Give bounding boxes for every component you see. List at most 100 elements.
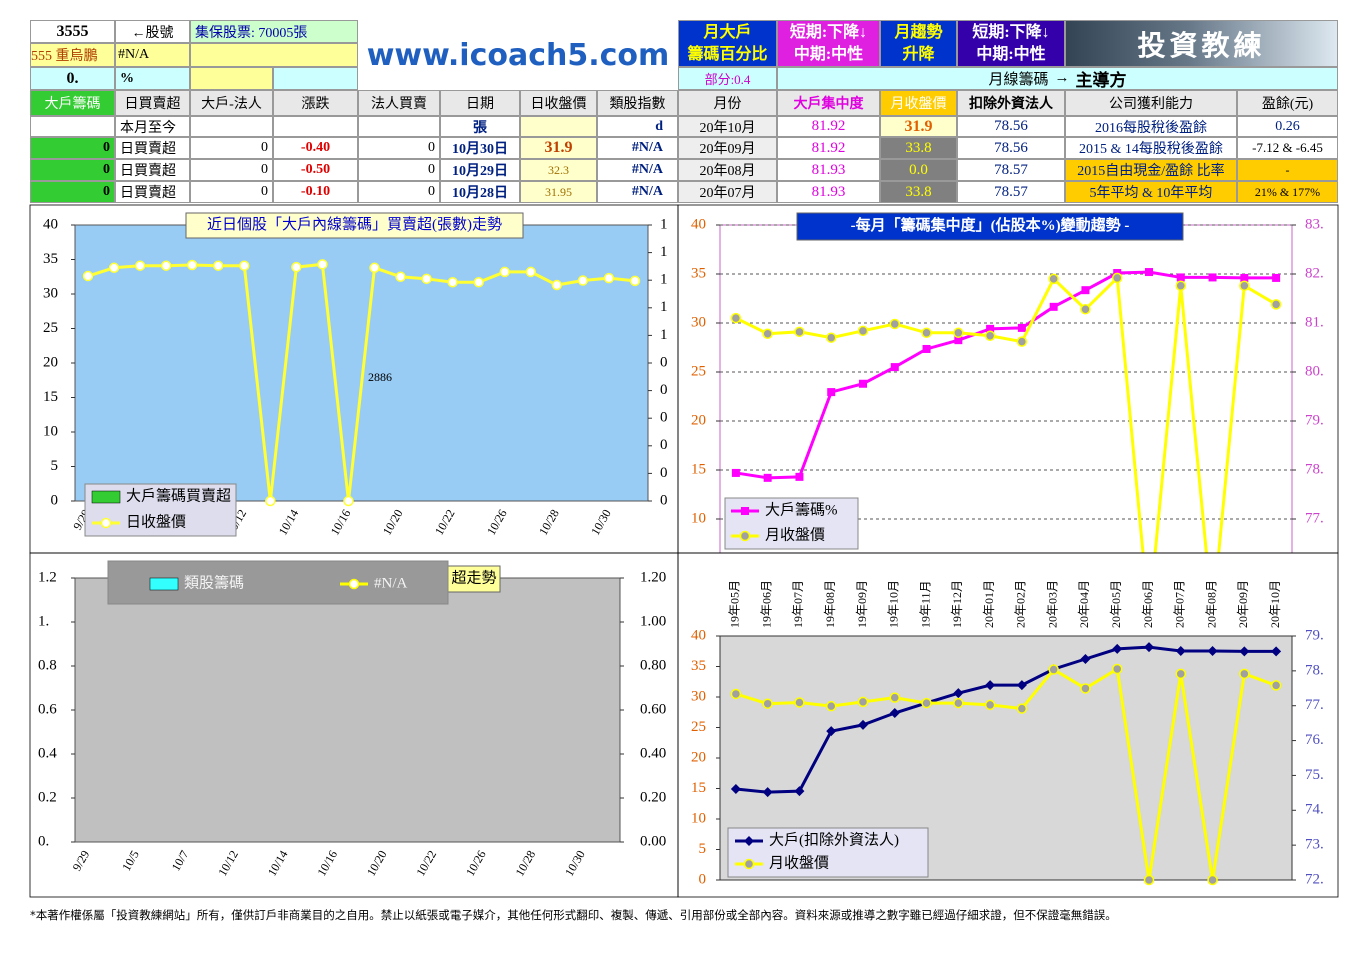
y-tick-label: 72.: [1305, 871, 1324, 887]
table-cell: 20年07月: [678, 181, 777, 203]
marker: [551, 279, 563, 291]
legend-label: 大戶(扣除外資法人): [769, 831, 899, 848]
marker: [1048, 664, 1059, 675]
table-cell: 5年平均 & 10年平均: [1065, 181, 1237, 203]
table-cell: 0: [30, 137, 115, 159]
x-tick-label: 19年08月: [823, 580, 837, 628]
marker: [369, 262, 380, 274]
y-tick-label: 40: [691, 216, 706, 232]
x-tick-label: 10/28: [512, 848, 538, 879]
table-cell: 32.3: [520, 159, 597, 181]
column-header: 扣除外資法人: [957, 90, 1065, 116]
x-tick-label: 10/26: [463, 848, 489, 879]
marker: [890, 363, 899, 372]
x-tick-label: 20年10月: [1268, 580, 1282, 628]
y-tick-label: 1.00: [640, 613, 666, 629]
legend-marker: [741, 507, 749, 515]
title-box: [185, 212, 524, 239]
y-tick-label: 20: [691, 749, 706, 765]
y-tick-label: 0: [51, 492, 59, 508]
marker: [953, 697, 964, 709]
short-mid-2: 短期:下降↓ 中期:中性: [957, 20, 1065, 67]
marker: [1017, 323, 1026, 332]
table-cell: 21% & 177%: [1237, 181, 1338, 203]
blank-cell: [190, 43, 358, 67]
y-tick-label: 1: [660, 216, 668, 232]
marker: [921, 697, 932, 709]
table-cell: [190, 116, 273, 137]
table-cell: 0: [190, 181, 273, 203]
marker: [1270, 299, 1282, 310]
monthly-chip: 月線籌碼 → 主導方: [777, 67, 1338, 90]
y-tick-label: 20: [691, 412, 706, 428]
column-header: 月收盤價: [880, 90, 957, 116]
table-cell: 31.95: [520, 181, 597, 203]
table-cell: 78.57: [957, 159, 1065, 181]
marker: [1080, 304, 1091, 315]
marker: [134, 260, 146, 271]
label: 中期:中性: [793, 45, 864, 63]
label: 短期:下降↓: [789, 23, 868, 41]
marker: [762, 328, 773, 340]
table-cell: 10月29日: [440, 159, 520, 181]
label: 升降: [902, 45, 935, 63]
x-tick-label: 10/16: [328, 507, 354, 538]
y-tick-label: 74.: [1305, 802, 1324, 818]
marker: [317, 259, 328, 270]
y-tick-label: 15: [691, 780, 706, 796]
y-tick-label: 20: [43, 354, 58, 370]
marker: [239, 260, 250, 271]
y-tick-label: 79.: [1305, 412, 1324, 428]
marker: [1080, 683, 1091, 694]
table-cell: 78.56: [957, 116, 1065, 137]
y-tick-label: 0.8: [38, 657, 57, 673]
y-tick-label: 0: [660, 354, 668, 370]
y-tick-label: 0: [660, 437, 668, 453]
legend-swatch: [91, 490, 121, 504]
table-cell: 日買賣超: [115, 137, 190, 159]
y-tick-label: 0.00: [640, 833, 666, 849]
y-tick-label: 0: [699, 871, 707, 887]
industry: #N/A: [115, 43, 190, 67]
legend-box: [727, 827, 929, 878]
marker: [1272, 273, 1281, 282]
y-tick-label: 30: [691, 688, 706, 704]
column-header: 大戶-法人: [190, 90, 273, 116]
table-cell: 33.8: [880, 181, 957, 203]
x-tick-label: 20年06月: [1141, 580, 1155, 628]
x-tick-label: 20年05月: [1109, 580, 1123, 628]
table-cell: -0.10: [273, 181, 358, 203]
marker: [82, 270, 94, 282]
y-tick-label: 0.6: [38, 701, 57, 717]
chart-title: 近日個股「大戶內線籌碼」買賣超(張數)走勢: [207, 216, 502, 233]
marker: [525, 266, 537, 278]
table-cell: -7.12 & -6.45: [1237, 137, 1338, 159]
y-tick-label: 10: [691, 810, 706, 826]
y-tick-label: 25: [691, 363, 706, 379]
table-cell: 20年09月: [678, 137, 777, 159]
chart-title: -每月「籌碼集中度」(佔股本%)變動趨勢 -: [851, 216, 1130, 234]
line: [735, 666, 1277, 881]
y-tick-label: 0.20: [640, 789, 666, 805]
y-tick-label: 15: [691, 461, 706, 477]
annotation: 2886: [368, 370, 392, 384]
marker: [1111, 272, 1123, 284]
y-tick-label: 40: [43, 216, 58, 232]
y-tick-label: 78.: [1305, 461, 1324, 477]
legend-label: #N/A: [374, 575, 408, 591]
marker: [160, 260, 172, 271]
x-tick-label: 19年06月: [759, 580, 773, 628]
table-cell: #N/A: [597, 181, 678, 203]
line: [735, 645, 1277, 794]
brand-logo: 投資教練: [1065, 20, 1338, 67]
table-cell: 78.57: [957, 181, 1065, 203]
marker: [343, 495, 354, 507]
table-cell: [358, 116, 440, 137]
x-tick-label: 10/12: [215, 848, 241, 879]
x-tick-label: 10/7: [169, 848, 192, 873]
score: 部分:0.4: [678, 67, 777, 90]
label: 主導方: [1075, 71, 1127, 90]
table-cell: 10月30日: [440, 137, 520, 159]
marker: [889, 318, 901, 330]
marker: [859, 379, 867, 388]
